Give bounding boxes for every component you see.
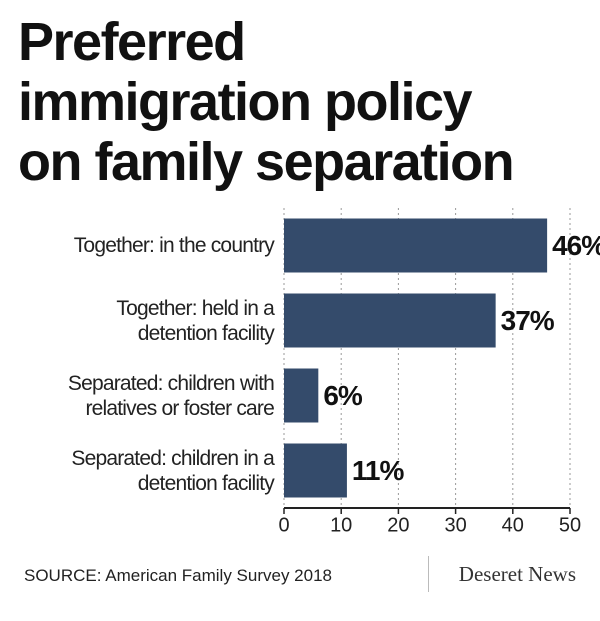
divider: [428, 556, 429, 592]
source: SOURCE: American Family Survey 2018: [24, 566, 332, 585]
x-tick-label: 20: [387, 514, 409, 536]
category-label: Separated: children in a detention facil…: [71, 446, 274, 495]
bar: [284, 443, 347, 498]
value-label: 46%: [552, 230, 600, 261]
category-label: Separated: children with relatives or fo…: [67, 371, 275, 420]
value-label: 11%: [352, 455, 405, 486]
category-label: Together: held in a detention facility: [116, 296, 274, 345]
x-tick-label: 40: [502, 514, 524, 536]
x-tick-label: 10: [330, 514, 352, 536]
chart-title: Preferred immigration policy on family s…: [18, 12, 515, 192]
x-tick-label: 30: [444, 514, 466, 536]
bar: [284, 218, 548, 273]
x-tick-label: 0: [278, 514, 289, 536]
value-label: 37%: [501, 305, 555, 336]
bar: [284, 293, 496, 348]
brand: Deseret News: [458, 562, 576, 586]
value-label: 6%: [323, 380, 363, 411]
x-tick-label: 50: [559, 514, 581, 536]
category-label: Together: in the country: [73, 234, 275, 257]
bar: [284, 368, 319, 423]
